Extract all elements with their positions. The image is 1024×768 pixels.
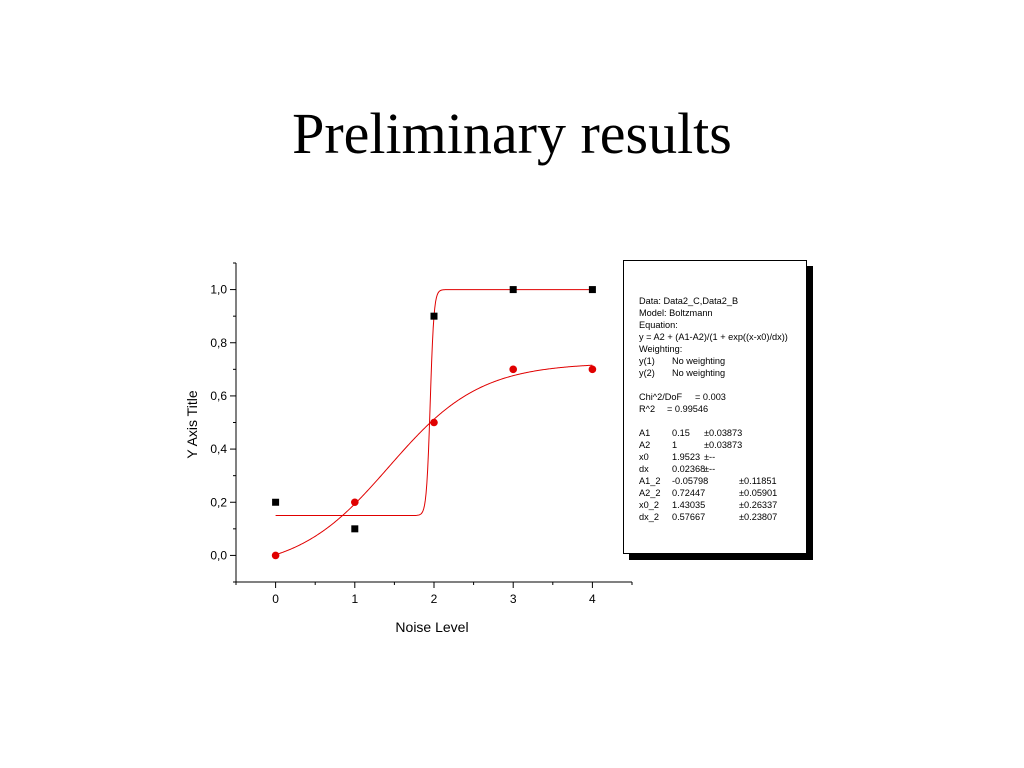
data-point-circle — [271, 551, 280, 560]
data-point-circle — [509, 365, 517, 374]
fit-box-param-row: dx 0.02368±-- — [639, 463, 806, 475]
fit-curve-2 — [275, 364, 593, 556]
stat-value: = 0.99546 — [667, 404, 709, 414]
param-value: -0.05798 — [672, 476, 709, 486]
data-point-square — [509, 286, 517, 294]
x-tick-label: 2 — [431, 592, 438, 606]
fit-box-param-row: x0_2 1.43035 ±0.26337 — [639, 499, 806, 511]
fit-box-weighting-row: y(1) No weighting — [639, 355, 806, 367]
x-tick-label: 4 — [589, 592, 596, 606]
fit-box-stat-row: R^2 = 0.99546 — [639, 403, 806, 415]
param-value: 1 — [672, 440, 678, 450]
fit-box-param-row: A1_2 -0.05798 ±0.11851 — [639, 475, 806, 487]
param-name: dx_2 — [639, 512, 659, 522]
fit-curve-1 — [275, 289, 593, 517]
stat-label: Chi^2/DoF — [639, 392, 683, 402]
param-value: 0.72447 — [672, 488, 706, 498]
data-point-square — [272, 498, 280, 506]
fit-box-line: y = A2 + (A1-A2)/(1 + exp((x-x0)/dx)) — [639, 332, 788, 342]
slide-title: Preliminary results — [292, 101, 732, 166]
param-value: 1.9523 — [672, 452, 701, 462]
param-error: ±0.03873 — [704, 428, 743, 438]
y-axis-title: Y Axis Title — [184, 390, 200, 458]
y-tick-label: 0,2 — [210, 495, 227, 509]
data-point-circle — [588, 365, 597, 374]
x-tick-label: 1 — [351, 592, 358, 606]
data-point-square — [588, 286, 596, 294]
weighting-value: No weighting — [672, 368, 726, 378]
param-error: ±-- — [704, 452, 716, 462]
param-error: ±0.23807 — [739, 512, 778, 522]
fit-box-param-row: A1 0.15 ±0.03873 — [639, 427, 806, 439]
param-value: 1.43035 — [672, 500, 706, 510]
param-error: ±0.11851 — [739, 476, 777, 486]
param-name: A1_2 — [639, 476, 661, 486]
fit-box-line: Model: Boltzmann — [639, 308, 713, 318]
param-name: dx — [639, 464, 649, 474]
y-tick-label: 0,4 — [210, 442, 227, 456]
param-value: 0.57667 — [672, 512, 706, 522]
fit-box-weighting-row: y(2) No weighting — [639, 367, 806, 379]
fit-box-param-row: A2_2 0.72447 ±0.05901 — [639, 487, 806, 499]
param-name: A1 — [639, 428, 651, 438]
data-point-square — [351, 525, 359, 533]
weighting-label: y(2) — [639, 368, 655, 378]
param-value: 0.02368 — [672, 464, 706, 474]
param-name: A2_2 — [639, 488, 661, 498]
param-value: 0.15 — [672, 428, 690, 438]
fit-box-stat-row: Chi^2/DoF = 0.003 — [639, 391, 806, 403]
param-error: ±0.26337 — [739, 500, 778, 510]
param-name: x0 — [639, 452, 649, 462]
param-error: ±0.05901 — [739, 488, 778, 498]
fit-box-line: Weighting: — [639, 344, 683, 354]
stat-label: R^2 — [639, 404, 656, 414]
x-axis-title: Noise Level — [395, 619, 468, 635]
y-tick-label: 1,0 — [210, 283, 227, 297]
stat-value: = 0.003 — [695, 392, 726, 402]
param-name: A2 — [639, 440, 651, 450]
fit-box-param-row: A2 1 ±0.03873 — [639, 439, 806, 451]
y-tick-label: 0,6 — [210, 389, 227, 403]
y-tick-label: 0,0 — [210, 548, 227, 562]
weighting-value: No weighting — [672, 356, 726, 366]
weighting-label: y(1) — [639, 356, 655, 366]
data-point-circle — [351, 498, 359, 507]
param-error: ±0.03873 — [704, 440, 743, 450]
y-tick-label: 0,8 — [210, 336, 227, 350]
x-tick-label: 3 — [510, 592, 517, 606]
x-tick-label: 0 — [272, 592, 279, 606]
fit-box-param-row: dx_2 0.57667 ±0.23807 — [639, 511, 806, 523]
fit-box-line: Equation: — [639, 320, 678, 330]
axis-labels: 0 1 2 3 4 0,0 0,2 0,4 0,6 0,8 1,0 Noise Level Y Axis… — [184, 283, 596, 635]
fit-results-box: Data: Data2_C,Data2_B Model: Boltzmann Equ… — [623, 260, 807, 554]
data-point-circle — [430, 418, 438, 427]
chart-axes — [230, 262, 633, 588]
data-points — [271, 286, 597, 560]
param-name: x0_2 — [639, 500, 659, 510]
fit-box-param-row: x0 1.9523 ±-- — [639, 451, 806, 463]
data-point-square — [430, 312, 438, 320]
fit-box-line: Data: Data2_C,Data2_B — [639, 296, 739, 306]
param-error: ±-- — [704, 464, 716, 474]
